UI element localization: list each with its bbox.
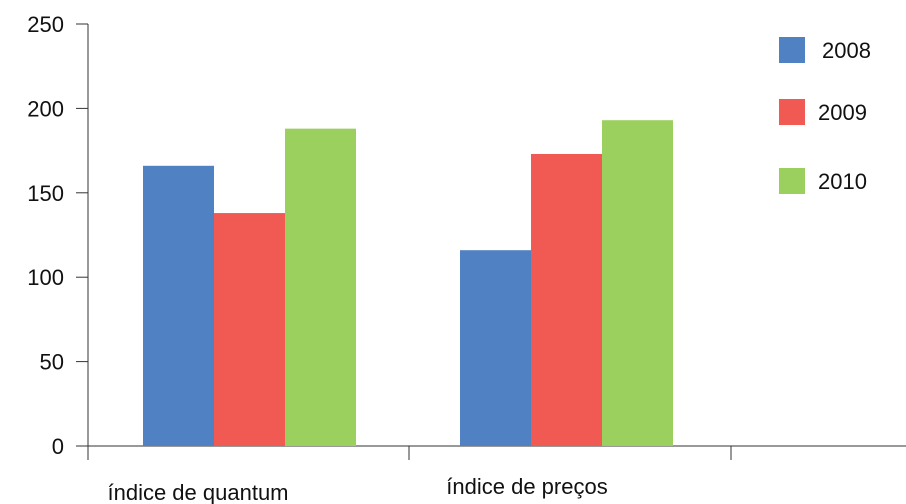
legend: 2008 2009 2010: [779, 37, 871, 194]
bar-2008-2: [460, 250, 531, 446]
category-labels: índice de quantum índice de preços: [107, 474, 607, 504]
bar-2010-1: [285, 128, 356, 446]
legend-swatch-2009: [779, 99, 805, 125]
legend-label-2010: 2010: [818, 169, 867, 194]
y-tick-label: 200: [27, 96, 64, 121]
y-tick-label: 0: [52, 434, 64, 459]
legend-label-2009: 2009: [818, 100, 867, 125]
y-tick-label: 50: [40, 350, 64, 375]
bar-2009-2: [531, 153, 602, 446]
category-label: índice de quantum: [107, 480, 288, 504]
legend-swatch-2008: [779, 37, 805, 63]
y-axis: 0 50 100 150 200 250: [27, 12, 89, 459]
bar-2009-1: [214, 213, 285, 446]
bars: [143, 120, 673, 447]
category-label: índice de preços: [446, 474, 607, 499]
legend-label-2008: 2008: [822, 38, 871, 63]
legend-swatch-2010: [779, 168, 805, 194]
y-tick-label: 100: [27, 265, 64, 290]
bar-2008-1: [143, 165, 214, 447]
y-tick-label: 150: [27, 181, 64, 206]
bar-2010-2: [602, 120, 673, 446]
y-tick-label: 250: [27, 12, 64, 37]
x-axis: [87, 445, 906, 460]
